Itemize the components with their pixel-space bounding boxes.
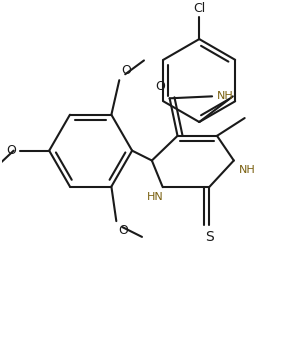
Text: NH: NH [239, 165, 256, 175]
Text: O: O [155, 80, 165, 93]
Text: O: O [118, 224, 128, 237]
Text: O: O [121, 64, 131, 77]
Text: O: O [7, 144, 17, 157]
Text: NH: NH [217, 91, 234, 101]
Text: Cl: Cl [193, 2, 205, 15]
Text: S: S [205, 230, 213, 244]
Text: HN: HN [146, 192, 163, 202]
